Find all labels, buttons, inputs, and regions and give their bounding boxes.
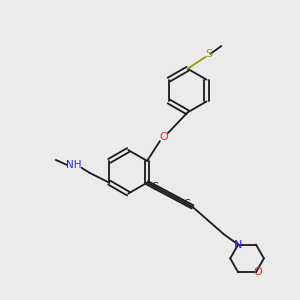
Text: N: N: [234, 239, 242, 250]
Text: C: C: [183, 199, 190, 209]
Text: O: O: [254, 267, 262, 277]
Text: NH: NH: [66, 160, 81, 170]
Text: O: O: [160, 132, 168, 142]
Text: C: C: [152, 182, 158, 192]
Text: S: S: [205, 49, 212, 59]
